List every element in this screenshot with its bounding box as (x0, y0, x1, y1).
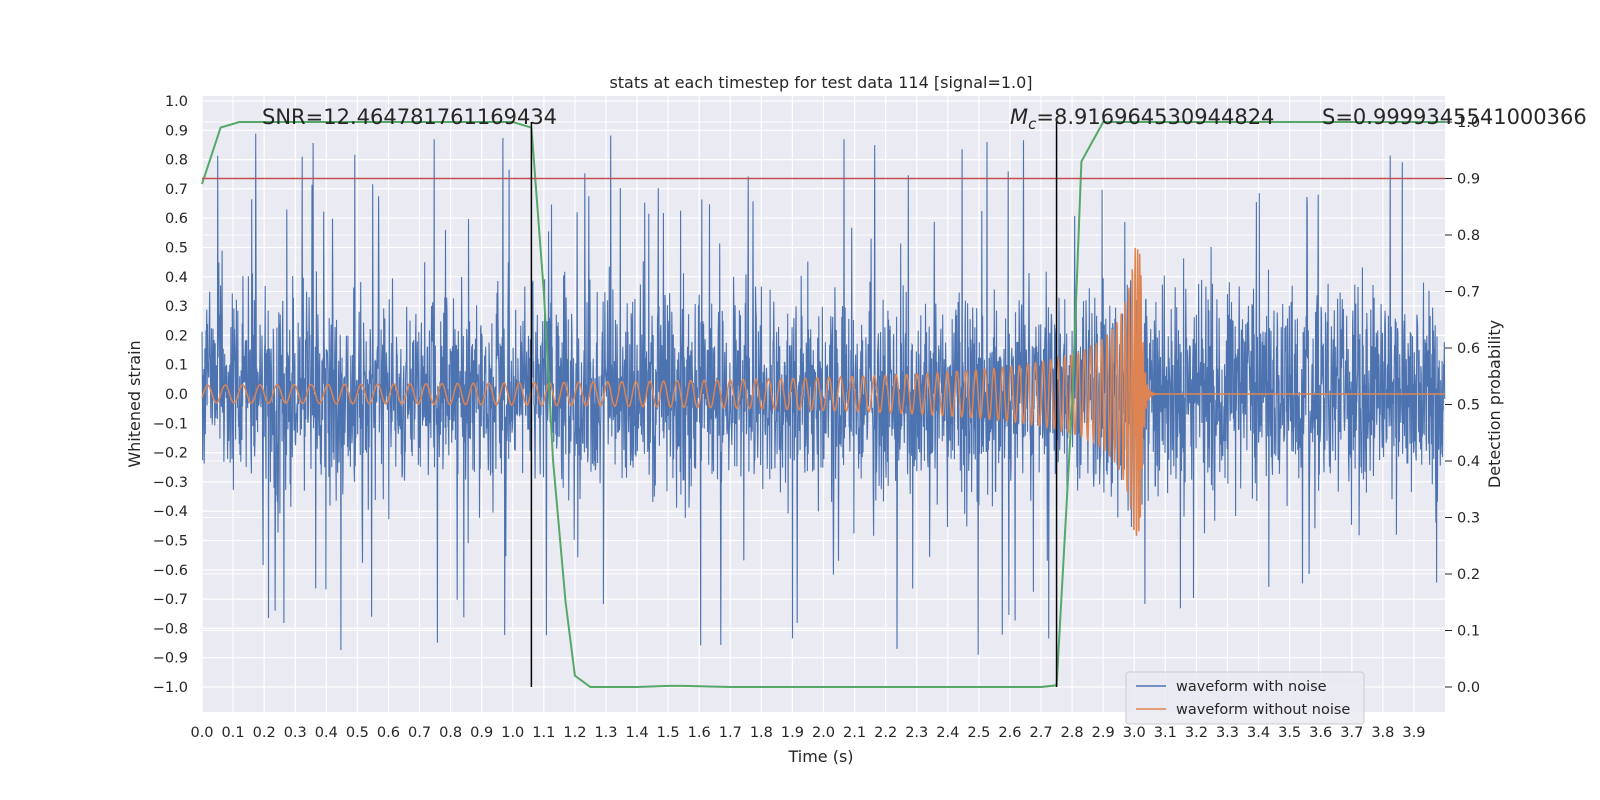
y-tick-label: −0.7 (153, 592, 188, 608)
y-tick-label: 1.0 (165, 94, 188, 110)
y-tick-label-right: 0.5 (1457, 398, 1480, 414)
x-tick-label: 1.4 (626, 725, 649, 741)
x-tick-label: 0.0 (190, 725, 213, 741)
y-tick-label: −1.0 (153, 680, 188, 696)
x-tick-label: 3.7 (1340, 725, 1363, 741)
x-tick-label: 1.2 (563, 725, 586, 741)
x-tick-label: 1.6 (688, 725, 711, 741)
x-tick-label: 2.2 (874, 725, 897, 741)
x-tick-label: 2.8 (1061, 725, 1084, 741)
legend-label-clean: waveform without noise (1176, 702, 1350, 718)
x-tick-label: 1.1 (532, 725, 555, 741)
y-tick-label: 0.9 (165, 123, 188, 139)
y-tick-label: 0.3 (165, 299, 188, 315)
x-tick-label: 1.7 (719, 725, 742, 741)
x-tick-label: 2.0 (812, 725, 835, 741)
y-tick-label-right: 0.1 (1457, 624, 1480, 640)
y-tick-label: 0.6 (165, 211, 188, 227)
y-tick-label: −0.8 (153, 621, 188, 637)
y-tick-label-right: 0.4 (1457, 454, 1480, 470)
y-tick-label-right: 0.8 (1457, 228, 1480, 244)
x-tick-label: 2.4 (936, 725, 959, 741)
x-tick-label: 3.6 (1309, 725, 1332, 741)
x-tick-label: 1.0 (501, 725, 524, 741)
x-tick-label: 3.3 (1216, 725, 1239, 741)
x-tick-label: 0.4 (315, 725, 338, 741)
x-tick-label: 2.5 (967, 725, 990, 741)
legend: waveform with noise waveform without noi… (1126, 672, 1364, 724)
x-tick-label: 3.4 (1247, 725, 1270, 741)
x-tick-label: 0.3 (284, 725, 307, 741)
chirp-mass-annotation: Mc=8.916964530944824 (1010, 105, 1274, 133)
x-tick-label: 3.8 (1371, 725, 1394, 741)
s-annotation: S=0.9999345541000366 (1322, 105, 1587, 129)
x-tick-label: 3.5 (1278, 725, 1301, 741)
x-tick-label: 1.3 (594, 725, 617, 741)
x-tick-label: 2.7 (1029, 725, 1052, 741)
x-tick-label: 0.5 (346, 725, 369, 741)
y-tick-label-right: 0.2 (1457, 567, 1480, 583)
chart-title: stats at each timestep for test data 114… (609, 73, 1032, 92)
x-tick-label: 3.0 (1123, 725, 1146, 741)
chirp-mass-value: =8.916964530944824 (1036, 105, 1274, 129)
x-tick-label: 0.1 (222, 725, 245, 741)
y-tick-label-right: 0.7 (1457, 285, 1480, 301)
x-axis-label: Time (s) (787, 747, 853, 766)
x-tick-label: 1.8 (750, 725, 773, 741)
y-tick-label-right: 0.0 (1457, 680, 1480, 696)
snr-annotation: SNR=12.464781761169434 (262, 105, 557, 129)
y-tick-label: −0.6 (153, 563, 188, 579)
y-tick-label: 0.5 (165, 241, 188, 257)
chirp-mass-symbol: M (1010, 105, 1028, 129)
y-tick-label: −0.2 (153, 446, 188, 462)
y-tick-label: −0.4 (153, 504, 188, 520)
y-tick-label: 0.0 (165, 387, 188, 403)
x-tick-label: 2.3 (905, 725, 928, 741)
y-tick-label-right: 0.6 (1457, 341, 1480, 357)
y-tick-label: 0.8 (165, 153, 188, 169)
x-tick-label: 2.6 (998, 725, 1021, 741)
x-tick-label: 1.5 (657, 725, 680, 741)
y-tick-label: −0.9 (153, 651, 188, 667)
y-tick-label: 0.2 (165, 328, 188, 344)
x-tick-label: 0.6 (377, 725, 400, 741)
x-tick-label: 0.2 (253, 725, 276, 741)
y-axis-label: Whitened strain (125, 340, 144, 467)
x-tick-label: 2.1 (843, 725, 866, 741)
x-tick-label: 0.8 (439, 725, 462, 741)
x-tick-label: 0.7 (408, 725, 431, 741)
x-tick-label: 3.9 (1402, 725, 1425, 741)
y-tick-label: −0.3 (153, 475, 188, 491)
x-tick-label: 3.2 (1185, 725, 1208, 741)
x-tick-label: 1.9 (781, 725, 804, 741)
y-tick-label: 0.1 (165, 358, 188, 374)
x-tick-label: 2.9 (1092, 725, 1115, 741)
legend-label-noise: waveform with noise (1176, 679, 1327, 695)
y-tick-label-right: 0.3 (1457, 511, 1480, 527)
x-tick-label: 3.1 (1154, 725, 1177, 741)
y-tick-label-right: 0.9 (1457, 172, 1480, 188)
y-tick-label: 0.4 (165, 270, 188, 286)
x-tick-label: 0.9 (470, 725, 493, 741)
y-axis-label-right: Detection probability (1485, 320, 1504, 488)
y-tick-label: −0.1 (153, 416, 188, 432)
y-tick-label: 0.7 (165, 182, 188, 198)
y-tick-label: −0.5 (153, 534, 188, 550)
